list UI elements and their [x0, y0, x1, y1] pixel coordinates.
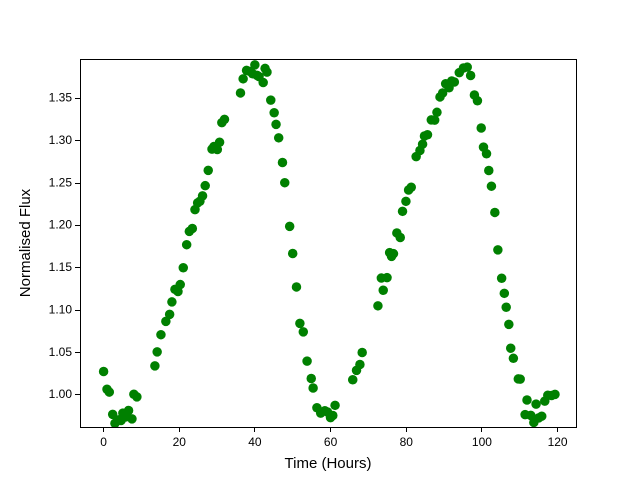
svg-text:1.00: 1.00 — [49, 387, 73, 401]
svg-text:1.05: 1.05 — [49, 345, 73, 359]
svg-text:Normalised Flux: Normalised Flux — [17, 188, 34, 297]
svg-text:1.35: 1.35 — [49, 91, 73, 105]
svg-text:1.15: 1.15 — [49, 260, 73, 274]
svg-text:120: 120 — [548, 435, 568, 449]
svg-text:1.30: 1.30 — [49, 133, 73, 147]
svg-text:60: 60 — [324, 435, 338, 449]
svg-text:Time (Hours): Time (Hours) — [285, 455, 372, 472]
svg-text:0: 0 — [100, 435, 107, 449]
svg-text:80: 80 — [400, 435, 414, 449]
svg-text:1.20: 1.20 — [49, 218, 73, 232]
svg-text:20: 20 — [173, 435, 187, 449]
svg-text:100: 100 — [472, 435, 492, 449]
svg-text:1.25: 1.25 — [49, 175, 73, 189]
svg-text:1.10: 1.10 — [49, 302, 73, 316]
svg-text:40: 40 — [248, 435, 262, 449]
